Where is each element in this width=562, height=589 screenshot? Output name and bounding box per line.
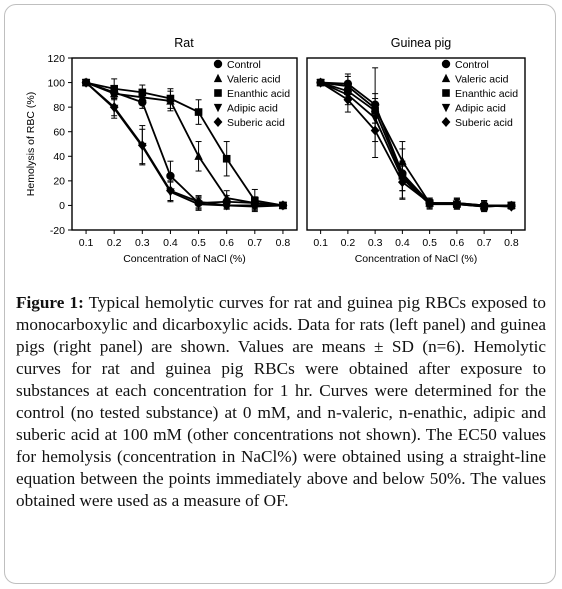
legend-label: Enanthic acid	[455, 88, 518, 100]
data-point	[222, 193, 231, 202]
series-line	[85, 81, 284, 207]
y-tick-label: 120	[47, 53, 65, 65]
x-tick-label: 0.7	[477, 237, 492, 249]
legend-label: Valeric acid	[227, 74, 281, 86]
legend-label: Control	[455, 59, 489, 71]
series-line	[320, 81, 512, 208]
data-point	[370, 125, 380, 136]
x-axis-title: Concentration of NaCl (%)	[123, 253, 246, 265]
data-point	[425, 197, 435, 208]
x-tick-label: 0.7	[248, 237, 263, 249]
x-tick-label: 0.4	[163, 237, 178, 249]
x-tick-label: 0.8	[504, 237, 519, 249]
data-point	[222, 200, 232, 211]
chart-title: Guinea pig	[391, 36, 452, 50]
data-point	[166, 171, 175, 181]
x-axis-title: Concentration of NaCl (%)	[355, 253, 478, 265]
legend-label: Suberic acid	[455, 117, 513, 129]
data-point	[316, 77, 326, 88]
chart-title: Rat	[174, 36, 194, 50]
data-point	[452, 197, 462, 208]
data-point	[398, 156, 407, 165]
plot-frame	[71, 57, 298, 231]
x-tick-label: 0.5	[422, 237, 437, 249]
x-tick-label: 0.3	[368, 237, 383, 249]
y-tick-label: 40	[53, 151, 65, 163]
chart-panel-2: Guinea pig 0.1 0.2 0.3 0.4 0.5 0.6 0.7 0.8 Concen…	[306, 36, 526, 265]
x-tick-label: 0.4	[395, 237, 410, 249]
legend-marker	[441, 103, 451, 113]
x-tick-label: 0.1	[79, 237, 94, 249]
figure-caption: Figure 1: Typical hemolytic curves for r…	[16, 292, 546, 512]
caption-label: Figure 1:	[16, 293, 84, 312]
data-point	[109, 102, 119, 113]
data-point	[194, 151, 203, 160]
series-suberic-acid	[316, 77, 516, 212]
legend-marker	[441, 117, 451, 127]
data-point	[137, 140, 147, 151]
y-axis-title: Hemolysis of RBC (%)	[25, 92, 37, 196]
legend-label: Adipic acid	[227, 103, 278, 115]
legend-label: Valeric acid	[455, 74, 509, 86]
y-tick-label: -20	[50, 225, 65, 237]
x-tick-label: 0.6	[450, 237, 465, 249]
x-tick-label: 0.8	[276, 237, 291, 249]
legend-label: Suberic acid	[227, 117, 285, 129]
x-tick-label: 0.1	[313, 237, 328, 249]
x-tick-label: 0.5	[191, 237, 206, 249]
y-tick-label: 100	[47, 77, 65, 89]
legend-marker	[213, 117, 223, 127]
legend-label: Adipic acid	[455, 103, 506, 115]
plot-frame	[306, 57, 526, 231]
legend-marker	[213, 103, 223, 113]
data-point	[278, 200, 288, 211]
data-point	[166, 94, 175, 103]
series-suberic-acid	[81, 77, 288, 211]
x-tick-label: 0.3	[135, 237, 150, 249]
data-point	[479, 200, 489, 211]
legend-label: Enanthic acid	[227, 88, 290, 100]
legend-marker	[213, 59, 223, 69]
x-tick-label: 0.2	[107, 237, 122, 249]
data-point	[138, 88, 147, 97]
x-tick-label: 0.6	[219, 237, 234, 249]
y-tick-label: 60	[53, 127, 65, 139]
data-point	[194, 108, 203, 116]
legend-marker	[442, 89, 450, 97]
data-point	[110, 84, 118, 93]
legend-label: Control	[227, 59, 261, 71]
data-point	[250, 200, 260, 211]
legend: Control Valeric acid Enanthic acid Adipic a…	[441, 59, 518, 129]
data-point	[166, 185, 175, 196]
y-tick-label: 0	[59, 200, 65, 212]
figure-frame	[4, 4, 556, 584]
series-line	[85, 81, 284, 207]
legend-marker	[214, 89, 222, 97]
legend-marker	[441, 73, 451, 83]
series-line	[85, 81, 284, 207]
series-line	[85, 81, 283, 207]
data-point	[194, 196, 203, 207]
y-tick-label: 80	[53, 102, 65, 114]
legend-marker	[213, 73, 223, 83]
hemolysis-charts: Rat 0.1 0.2 0.3 0.4 0.5 0.6 0.7 0.8 Concentration…	[25, 36, 526, 265]
data-point	[222, 154, 231, 163]
data-point	[343, 94, 353, 105]
series-line	[85, 81, 283, 208]
chart-panel-1: Rat 0.1 0.2 0.3 0.4 0.5 0.6 0.7 0.8 Concentration…	[25, 36, 298, 265]
data-point	[397, 177, 407, 188]
data-point	[506, 201, 516, 212]
data-point	[81, 77, 91, 88]
legend-marker	[441, 59, 451, 69]
x-tick-label: 0.2	[341, 237, 356, 249]
y-tick-label: 20	[53, 176, 65, 188]
legend: Control Valeric acid Enanthic acid Adipic a…	[213, 59, 290, 129]
series-line	[320, 81, 512, 208]
caption-text: Typical hemolytic curves for rat and gui…	[16, 293, 546, 510]
